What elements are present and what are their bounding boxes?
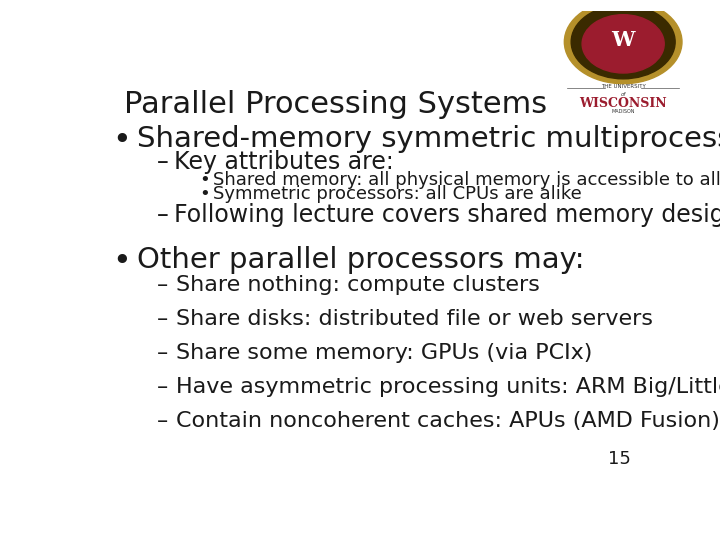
Circle shape <box>571 5 675 79</box>
Text: THE UNIVERSITY: THE UNIVERSITY <box>600 84 646 89</box>
Text: –: – <box>157 343 168 363</box>
Text: 15: 15 <box>608 450 631 468</box>
Text: Parallel Processing Systems: Parallel Processing Systems <box>124 90 547 119</box>
Text: –: – <box>157 150 168 174</box>
Text: Share some memory: GPUs (via PCIx): Share some memory: GPUs (via PCIx) <box>176 343 593 363</box>
Text: Share disks: distributed file or web servers: Share disks: distributed file or web ser… <box>176 309 654 329</box>
Text: •: • <box>199 171 210 189</box>
Text: MADISON: MADISON <box>611 110 635 114</box>
Circle shape <box>582 15 664 73</box>
Text: •: • <box>112 125 131 156</box>
Text: –: – <box>157 377 168 397</box>
Text: –: – <box>157 309 168 329</box>
Text: WISCONSIN: WISCONSIN <box>580 97 667 110</box>
Text: –: – <box>157 411 168 431</box>
Text: •: • <box>199 185 210 204</box>
Text: Have asymmetric processing units: ARM Big/Little: Have asymmetric processing units: ARM Bi… <box>176 377 720 397</box>
Text: –: – <box>157 275 168 295</box>
Text: Shared-memory symmetric multiprocessors: Shared-memory symmetric multiprocessors <box>138 125 720 153</box>
Text: Symmetric processors: all CPUs are alike: Symmetric processors: all CPUs are alike <box>213 185 582 204</box>
Text: Contain noncoherent caches: APUs (AMD Fusion): Contain noncoherent caches: APUs (AMD Fu… <box>176 411 720 431</box>
Circle shape <box>564 0 682 84</box>
Text: W: W <box>611 30 635 50</box>
Text: –: – <box>157 203 168 227</box>
Text: Other parallel processors may:: Other parallel processors may: <box>138 246 585 274</box>
Text: Shared memory: all physical memory is accessible to all CPUs: Shared memory: all physical memory is ac… <box>213 171 720 189</box>
Text: Following lecture covers shared memory design: Following lecture covers shared memory d… <box>174 203 720 227</box>
Text: of: of <box>621 92 626 97</box>
Text: Key attributes are:: Key attributes are: <box>174 150 393 174</box>
Text: •: • <box>112 246 131 276</box>
Text: Share nothing: compute clusters: Share nothing: compute clusters <box>176 275 541 295</box>
